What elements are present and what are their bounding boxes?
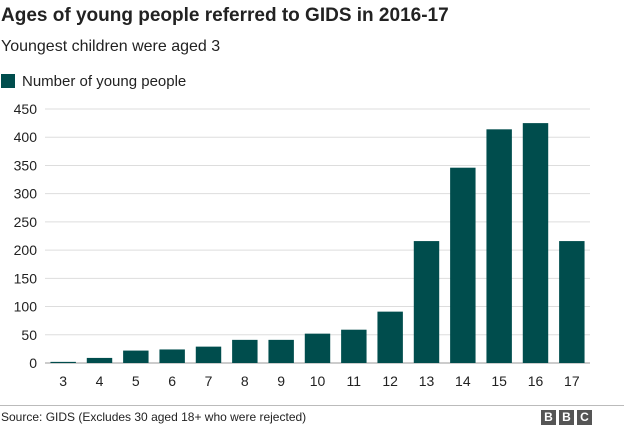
x-tick-label: 14 bbox=[455, 373, 471, 389]
x-tick-label: 13 bbox=[419, 373, 435, 389]
chart-subtitle: Youngest children were aged 3 bbox=[1, 38, 221, 55]
chart-title: Ages of young people referred to GIDS in… bbox=[1, 5, 449, 26]
x-tick-label: 4 bbox=[96, 373, 104, 389]
bar-age-11 bbox=[341, 329, 367, 363]
x-tick-label: 7 bbox=[205, 373, 213, 389]
bar-age-12 bbox=[377, 311, 403, 363]
y-tick-label: 100 bbox=[14, 299, 38, 315]
y-tick-label: 0 bbox=[29, 355, 37, 371]
bbc-logo-block-2: B bbox=[559, 410, 574, 425]
legend-label: Number of young people bbox=[22, 72, 187, 90]
bar-age-8 bbox=[232, 339, 258, 363]
legend: Number of young people bbox=[1, 72, 186, 90]
x-tick-label: 3 bbox=[59, 373, 67, 389]
y-tick-label: 250 bbox=[14, 214, 38, 230]
bar-age-7 bbox=[195, 346, 222, 363]
bar-age-10 bbox=[304, 333, 331, 363]
bar-age-13 bbox=[413, 241, 440, 363]
bar-age-16 bbox=[522, 123, 549, 363]
y-tick-label: 200 bbox=[14, 242, 38, 258]
x-axis-ticks: 3 4 5 6 7 8 9 10 11 12 13 14 15 16 17 bbox=[59, 373, 580, 389]
bar-age-6 bbox=[159, 349, 185, 363]
x-tick-label: 10 bbox=[310, 373, 326, 389]
bar-age-14 bbox=[450, 167, 476, 363]
bar-age-15 bbox=[486, 129, 512, 363]
x-tick-label: 5 bbox=[132, 373, 140, 389]
bar-age-9 bbox=[268, 339, 294, 363]
y-tick-label: 50 bbox=[21, 327, 37, 343]
y-tick-label: 450 bbox=[14, 101, 38, 117]
x-tick-label: 9 bbox=[277, 373, 285, 389]
x-tick-label: 12 bbox=[382, 373, 398, 389]
footer-divider bbox=[0, 405, 624, 406]
x-tick-label: 15 bbox=[491, 373, 507, 389]
y-tick-label: 400 bbox=[14, 129, 38, 145]
bar-age-5 bbox=[123, 350, 149, 363]
bbc-logo-block-1: B bbox=[541, 410, 556, 425]
source-note: Source: GIDS (Excludes 30 aged 18+ who w… bbox=[1, 410, 307, 424]
x-tick-label: 8 bbox=[241, 373, 249, 389]
x-tick-label: 11 bbox=[347, 373, 362, 389]
bbc-logo: B B C bbox=[541, 410, 592, 425]
bar-age-17 bbox=[559, 241, 585, 363]
legend-swatch bbox=[1, 74, 15, 88]
y-tick-label: 300 bbox=[14, 186, 38, 202]
x-tick-label: 6 bbox=[168, 373, 176, 389]
x-tick-label: 16 bbox=[528, 373, 544, 389]
bar-age-3 bbox=[50, 361, 76, 363]
y-axis-ticks: 0 50 100 150 200 250 300 350 400 450 bbox=[14, 101, 38, 371]
bar-age-4 bbox=[86, 357, 113, 363]
bbc-logo-block-3: C bbox=[577, 410, 592, 425]
x-tick-label: 17 bbox=[564, 373, 580, 389]
y-tick-label: 350 bbox=[14, 157, 38, 173]
bars bbox=[50, 123, 585, 363]
y-tick-label: 150 bbox=[14, 270, 38, 286]
